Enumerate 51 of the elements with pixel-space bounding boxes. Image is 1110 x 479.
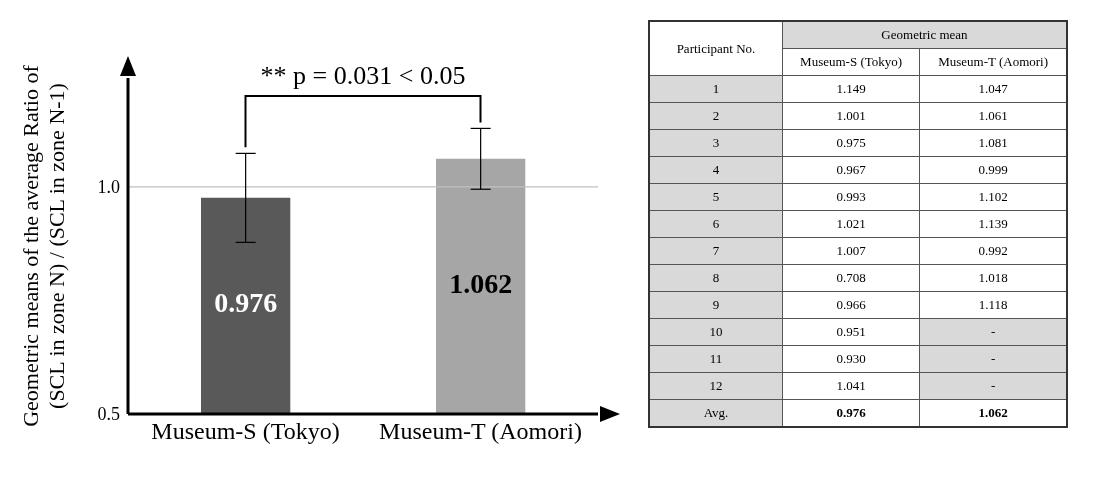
header-cell: 7 bbox=[649, 237, 783, 265]
data-label: 0.708 bbox=[782, 264, 920, 292]
data-label: 0.976 bbox=[782, 399, 920, 427]
data-label: 0.951 bbox=[782, 318, 920, 346]
y-axis-title: Participant No. bbox=[649, 21, 783, 76]
header-cell: 2 bbox=[649, 102, 783, 130]
data-label: 1.149 bbox=[782, 75, 920, 103]
data-label: 1.007 bbox=[782, 237, 920, 265]
x-tick-label: Museum-S (Tokyo) bbox=[151, 418, 340, 445]
header-cell: 6 bbox=[649, 210, 783, 238]
data-label: 0.930 bbox=[782, 345, 920, 373]
x-axis-title: Geometric mean bbox=[782, 21, 1067, 49]
data-label: 0.992 bbox=[919, 237, 1067, 265]
empty-cell: - bbox=[919, 345, 1067, 373]
x-tick-label: Museum-T (Aomori) bbox=[919, 48, 1067, 76]
header-cell: 4 bbox=[649, 156, 783, 184]
data-label: 1.139 bbox=[919, 210, 1067, 238]
data-label: 1.021 bbox=[782, 210, 920, 238]
data-label: 1.118 bbox=[919, 291, 1067, 319]
data-label: 1.081 bbox=[919, 129, 1067, 157]
y-tick-label: 0.5 bbox=[97, 404, 120, 425]
empty-cell: - bbox=[919, 318, 1067, 346]
header-cell: 10 bbox=[649, 318, 783, 346]
header-cell: 8 bbox=[649, 264, 783, 292]
data-label: 0.966 bbox=[782, 291, 920, 319]
header-cell: 5 bbox=[649, 183, 783, 211]
data-label: 0.993 bbox=[782, 183, 920, 211]
data-label: 0.975 bbox=[782, 129, 920, 157]
x-tick-label: Museum-T (Aomori) bbox=[379, 418, 582, 445]
header-cell: 9 bbox=[649, 291, 783, 319]
empty-cell: - bbox=[919, 372, 1067, 400]
data-label: 0.976 bbox=[214, 287, 278, 319]
data-label: 1.061 bbox=[919, 102, 1067, 130]
data-label: 1.041 bbox=[782, 372, 920, 400]
data-label: 1.102 bbox=[919, 183, 1067, 211]
y-axis-title: Geometric means of the average Ratio of (SCL in zone N) / (SCL in zone N-1) bbox=[18, 64, 69, 427]
data-label: 0.999 bbox=[919, 156, 1067, 184]
header-cell: 11 bbox=[649, 345, 783, 373]
annotation: ** p = 0.031 < 0.05 bbox=[260, 61, 466, 90]
data-label: 1.047 bbox=[919, 75, 1067, 103]
data-label: 1.062 bbox=[919, 399, 1067, 427]
header-cell: 3 bbox=[649, 129, 783, 157]
header-cell: 1 bbox=[649, 75, 783, 103]
header-cell: Avg. bbox=[649, 399, 783, 427]
header-cell: 12 bbox=[649, 372, 783, 400]
data-label: 1.018 bbox=[919, 264, 1067, 292]
data-label: 0.967 bbox=[782, 156, 920, 184]
data-label: 1.001 bbox=[782, 102, 920, 130]
x-tick-label: Museum-S (Tokyo) bbox=[782, 48, 920, 76]
data-label: 1.062 bbox=[449, 267, 513, 299]
y-tick-label: 1.0 bbox=[97, 177, 120, 198]
